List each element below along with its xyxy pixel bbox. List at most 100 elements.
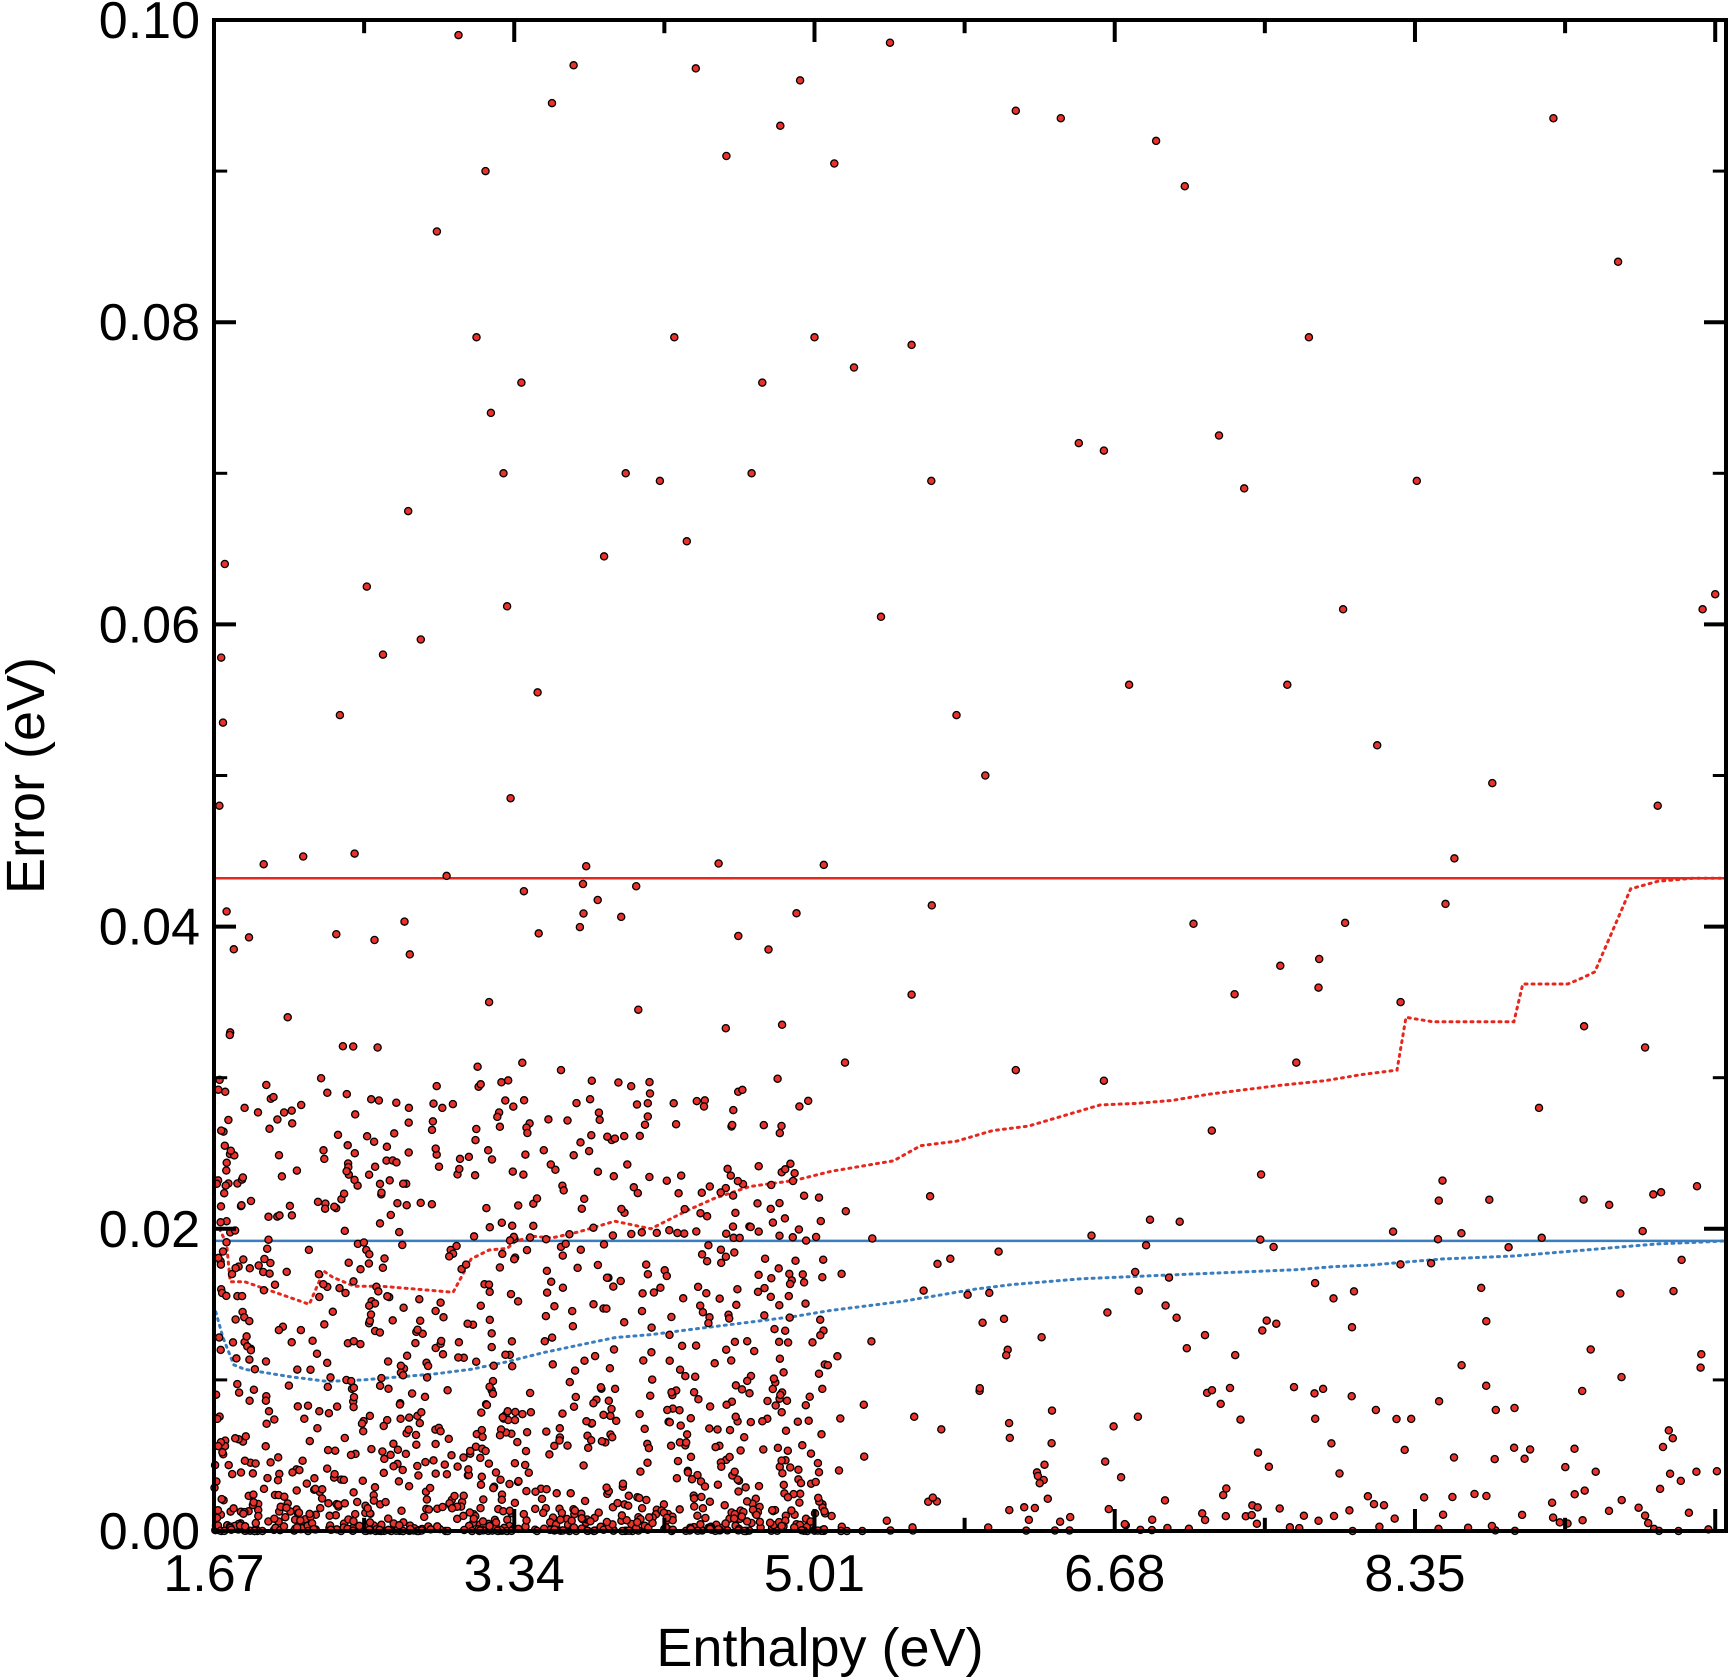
data-point xyxy=(775,1198,784,1208)
data-point xyxy=(1043,1494,1053,1504)
data-point xyxy=(320,1154,329,1164)
data-point xyxy=(777,1121,786,1131)
data-point xyxy=(795,1102,804,1111)
data-point xyxy=(498,1413,507,1422)
data-point xyxy=(806,1449,816,1458)
data-point xyxy=(1335,1469,1344,1478)
data-point xyxy=(555,1424,565,1433)
data-point xyxy=(1189,919,1198,929)
data-point xyxy=(641,1260,651,1269)
data-point xyxy=(389,1462,398,1471)
data-point xyxy=(618,1479,628,1488)
data-point xyxy=(510,1458,520,1468)
data-point xyxy=(777,1407,786,1417)
data-point xyxy=(401,1449,411,1459)
data-point xyxy=(710,1359,719,1368)
data-point xyxy=(635,1131,645,1141)
data-point xyxy=(636,1467,645,1476)
data-point xyxy=(482,1203,491,1213)
axis-ticks-layer xyxy=(212,18,1726,1533)
data-point xyxy=(384,1384,393,1394)
data-point xyxy=(1230,989,1239,999)
data-point xyxy=(534,929,543,938)
data-point xyxy=(975,1383,985,1393)
data-point xyxy=(667,1312,676,1322)
data-point xyxy=(693,1511,702,1520)
data-point xyxy=(1151,136,1161,146)
data-point xyxy=(558,1283,568,1292)
data-point xyxy=(607,1432,617,1442)
data-point xyxy=(793,1417,803,1426)
data-point xyxy=(1161,1301,1170,1310)
data-point xyxy=(570,1366,580,1375)
data-point xyxy=(469,1232,479,1241)
data-point xyxy=(259,1484,269,1494)
data-point xyxy=(375,1179,385,1189)
data-point xyxy=(640,1424,649,1434)
data-point xyxy=(1509,1443,1519,1453)
data-point xyxy=(768,1384,778,1394)
data-point xyxy=(398,1240,407,1250)
data-point xyxy=(981,771,990,780)
data-point xyxy=(644,1513,654,1522)
data-point xyxy=(438,1350,448,1359)
data-point xyxy=(1218,1490,1228,1500)
data-point xyxy=(805,1392,814,1401)
data-point xyxy=(667,1388,676,1397)
data-point xyxy=(1604,1200,1614,1210)
data-point xyxy=(427,1199,437,1209)
data-point xyxy=(218,718,228,727)
data-point xyxy=(389,1439,398,1449)
data-point xyxy=(665,1418,675,1427)
data-point xyxy=(705,1497,715,1506)
data-point xyxy=(610,1134,620,1143)
data-point xyxy=(1247,1510,1256,1520)
data-point xyxy=(565,1377,575,1387)
data-point xyxy=(518,1058,527,1068)
data-point xyxy=(404,1425,413,1434)
data-point xyxy=(274,1325,284,1335)
data-point xyxy=(1222,1484,1231,1493)
data-point xyxy=(1221,1511,1231,1521)
data-point xyxy=(1482,1316,1491,1326)
data-point xyxy=(476,1080,485,1089)
data-point xyxy=(324,1408,334,1418)
data-point xyxy=(593,1167,603,1176)
red-dotted-curve xyxy=(217,876,1728,1307)
data-point xyxy=(771,1401,780,1410)
data-point xyxy=(1586,1345,1595,1354)
data-point xyxy=(587,1076,597,1085)
data-point xyxy=(733,1284,742,1294)
y-tick-label: 0.06 xyxy=(99,596,200,654)
data-point xyxy=(629,1183,639,1192)
data-point xyxy=(222,1291,231,1301)
data-point xyxy=(760,1311,769,1320)
data-point xyxy=(383,1514,393,1523)
data-point xyxy=(1133,1412,1143,1421)
data-point xyxy=(340,1226,350,1236)
data-point xyxy=(501,1096,510,1105)
data-point xyxy=(643,1098,653,1108)
data-point xyxy=(522,1245,532,1255)
data-point xyxy=(349,1488,358,1497)
data-point xyxy=(1470,1489,1479,1499)
data-point xyxy=(1653,801,1662,810)
data-point xyxy=(386,1210,396,1220)
data-point xyxy=(411,1430,421,1440)
data-point xyxy=(815,1315,825,1325)
data-point xyxy=(767,1273,776,1283)
data-point xyxy=(1347,1391,1356,1401)
data-point xyxy=(366,1095,376,1104)
data-point xyxy=(542,1427,551,1436)
data-point xyxy=(593,895,602,905)
data-point xyxy=(350,1110,360,1119)
data-point xyxy=(1696,1363,1705,1372)
data-point xyxy=(416,1198,425,1208)
data-point xyxy=(711,1442,720,1452)
data-point xyxy=(455,1164,464,1174)
data-point xyxy=(999,1314,1009,1324)
data-point xyxy=(768,1218,778,1227)
data-point xyxy=(1011,106,1021,115)
data-point xyxy=(632,1517,642,1527)
data-point xyxy=(485,1287,494,1297)
